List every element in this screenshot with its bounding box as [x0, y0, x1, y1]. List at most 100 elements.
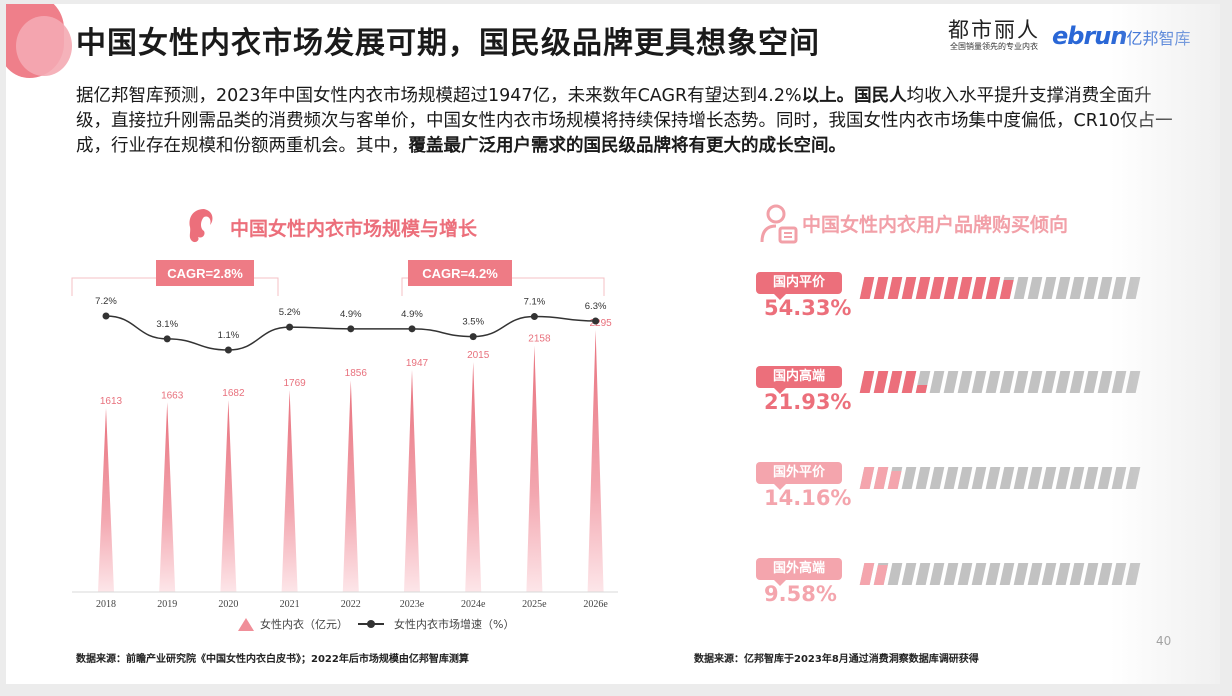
right-section-title: 中国女性内衣用户品牌购买倾向	[802, 214, 1069, 236]
bar-segment	[985, 563, 1001, 585]
bar-segment	[943, 467, 959, 489]
growth-rate-label: 3.5%	[462, 317, 484, 328]
x-axis-tick-label: 2025e	[522, 599, 547, 610]
market-size-label: 1663	[161, 390, 184, 401]
growth-rate-label: 4.9%	[401, 309, 423, 320]
bar-segment	[929, 371, 945, 393]
cagr-badge	[156, 260, 254, 286]
bar-segment	[887, 467, 903, 489]
market-size-spike	[220, 400, 237, 592]
growth-rate-point	[408, 325, 416, 333]
x-axis-tick-label: 2024e	[461, 599, 486, 610]
decorative-circle-light	[16, 16, 72, 76]
bar-segment	[887, 371, 903, 393]
para-text-1: 据亿邦智库预测，2023年中国女性内衣市场规模超过1947亿，未来数年CAGR有…	[76, 86, 802, 106]
brand-share-percent: 14.16%	[764, 486, 852, 510]
growth-rate-point	[286, 323, 294, 331]
market-size-spike	[98, 408, 114, 592]
bar-segment	[915, 563, 931, 585]
growth-rate-line	[105, 315, 596, 351]
bar-segment	[1041, 467, 1057, 489]
bar-segment	[1027, 371, 1043, 393]
market-size-label: 1769	[283, 378, 306, 389]
bar-segment	[1097, 371, 1113, 393]
bar-segment	[1097, 277, 1113, 299]
page-number: 40	[1156, 634, 1172, 648]
growth-rate-label: 7.2%	[95, 296, 117, 307]
slide: 中国女性内衣市场发展可期，国民级品牌更具想象空间 都市丽人 全国销量领先的专业内…	[6, 4, 1220, 684]
bar-segment	[859, 371, 875, 393]
brand-category-tag: 国内高端	[756, 366, 842, 394]
bar-segment	[859, 563, 875, 585]
growth-rate-label: 4.9%	[340, 309, 362, 320]
x-axis-tick-label: 2026e	[583, 599, 608, 610]
growth-rate-label: 7.1%	[524, 297, 546, 308]
brand2-cn: 亿邦智库	[1126, 29, 1191, 48]
brand1-name: 都市丽人	[948, 18, 1040, 42]
bar-segment	[873, 467, 889, 489]
market-size-label: 1947	[406, 358, 429, 369]
para-bold-2: 覆盖最广泛用户需求的国民级品牌将有更大的成长空间。	[408, 136, 847, 156]
bar-segment	[1111, 467, 1127, 489]
bar-segment	[929, 277, 945, 299]
x-axis-tick-label: 2020	[218, 599, 238, 610]
market-size-label: 1682	[222, 388, 245, 399]
bar-segment	[901, 467, 917, 489]
bar-segment	[1013, 563, 1029, 585]
chart-legend: 女性内衣（亿元） 女性内衣市场增速（%）	[238, 616, 514, 632]
brand2-en: ebrun	[1052, 22, 1127, 50]
left-section-title: 中国女性内衣市场规模与增长	[230, 218, 478, 240]
bar-segment	[915, 277, 931, 299]
para-text-2: 均收入水平提升支撑消费全面升级，直接拉升刚需品类的消费频次与客单价，中国女性内衣…	[76, 86, 1173, 156]
bar-segment	[1041, 371, 1057, 393]
bar-segment	[1055, 467, 1071, 489]
brand1-slogan: 全国销量领先的专业内衣	[950, 42, 1038, 51]
brand-share-percent: 54.33%	[764, 296, 852, 320]
bar-segment	[957, 277, 973, 299]
bar-segment	[971, 467, 987, 489]
bar-segment	[985, 277, 1001, 299]
market-size-spike	[404, 369, 420, 592]
segmented-share-bar	[859, 467, 1141, 489]
market-size-spike	[342, 380, 359, 592]
cagr-label: CAGR=4.2%	[422, 266, 498, 281]
growth-rate-point	[347, 325, 355, 333]
bar-segment	[873, 371, 889, 393]
bar-segment	[985, 467, 1001, 489]
x-axis-tick-label: 2023e	[400, 599, 425, 610]
bar-segment	[1083, 467, 1099, 489]
bar-segment	[1069, 563, 1085, 585]
bar-segment	[1111, 277, 1127, 299]
legend-bar-label: 女性内衣（亿元）	[260, 618, 348, 631]
bar-segment	[1083, 277, 1099, 299]
source-right: 数据来源：亿邦智库于2023年8月通过消费洞察数据库调研获得	[694, 654, 979, 665]
market-size-spike	[159, 402, 176, 592]
legend-triangle-icon	[238, 617, 254, 631]
bar-segment	[915, 467, 931, 489]
brand-category-tag: 国外平价	[756, 462, 842, 490]
growth-rate-label: 1.1%	[218, 330, 240, 341]
legend-line-label: 女性内衣市场增速（%）	[394, 618, 515, 631]
growth-rate-label: 3.1%	[156, 319, 178, 330]
bar-segment	[887, 277, 903, 299]
bar-segment	[1027, 467, 1043, 489]
bar-segment	[859, 277, 875, 299]
segmented-share-bar	[859, 277, 1141, 299]
ebrun-logo: ebrun亿邦智库	[1052, 22, 1190, 50]
bar-segment	[1041, 277, 1057, 299]
growth-rate-point	[224, 346, 232, 354]
bar-segment	[1013, 277, 1029, 299]
bar-segment	[943, 563, 959, 585]
growth-rate-point	[530, 313, 538, 321]
para-bold-1: 以上。国民人	[801, 86, 907, 106]
bar-segment	[1027, 277, 1043, 299]
growth-rate-point	[469, 333, 477, 341]
bar-segment	[943, 277, 959, 299]
bar-segment	[971, 371, 987, 393]
market-size-label: 1856	[345, 368, 368, 379]
bar-segment	[901, 277, 917, 299]
bar-segment	[915, 371, 931, 393]
x-axis-tick-label: 2022	[341, 599, 361, 610]
bar-segment	[1083, 371, 1099, 393]
woman-head-icon	[189, 209, 213, 243]
